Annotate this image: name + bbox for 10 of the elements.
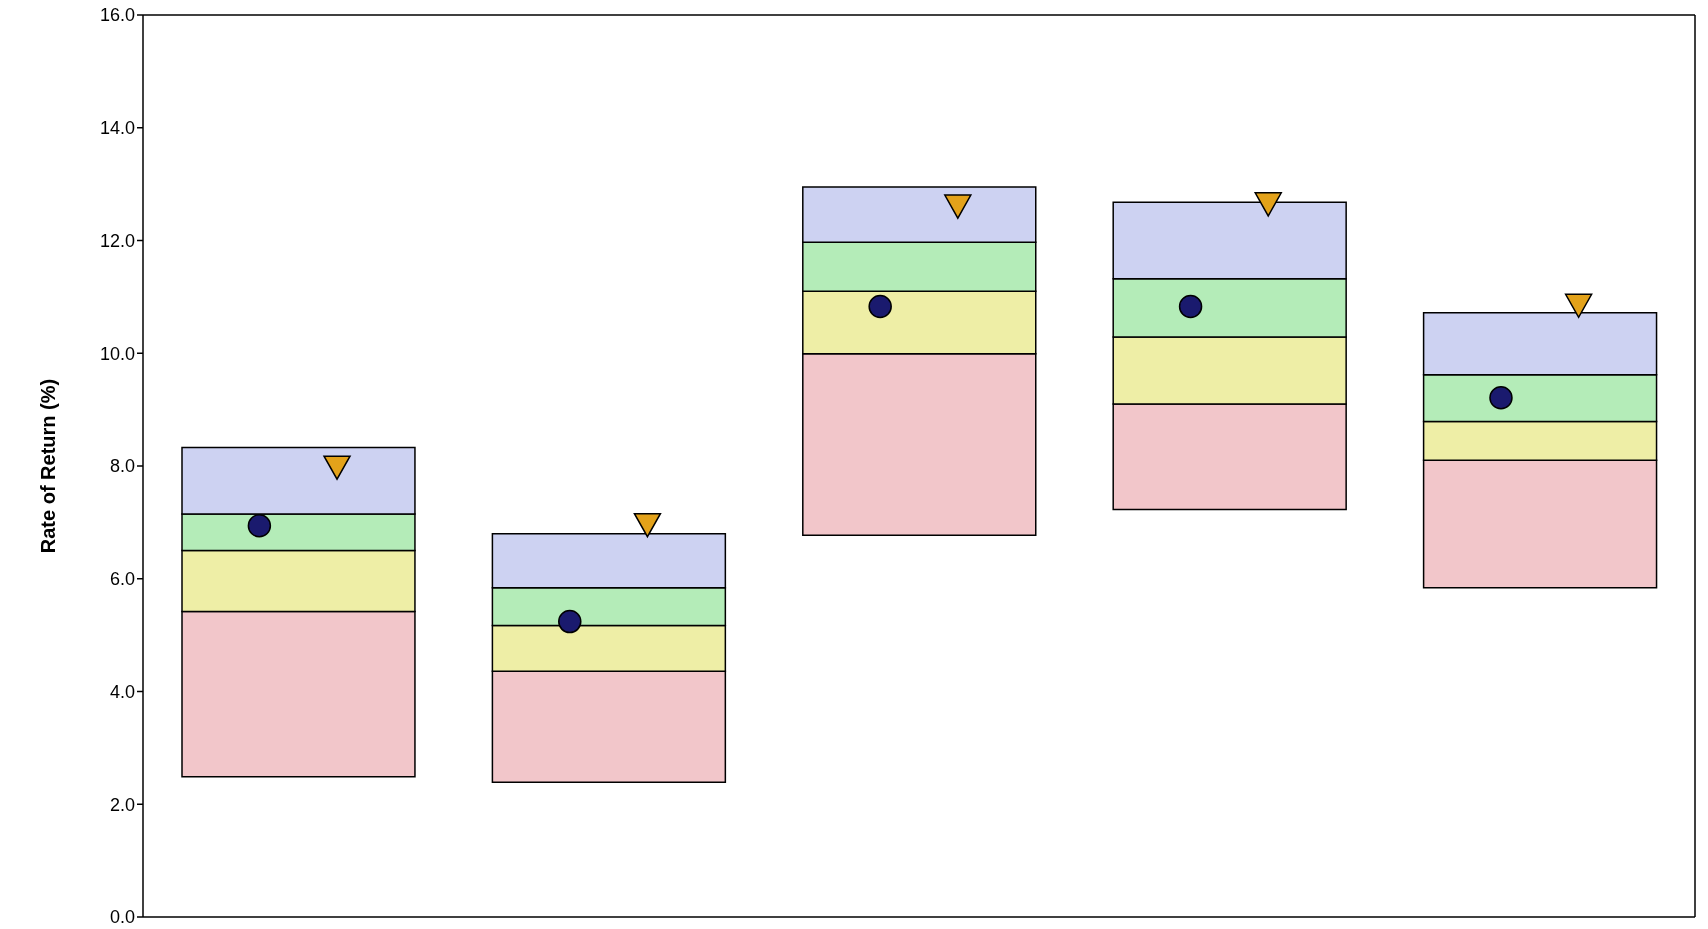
- y-tick-label: 16.0: [99, 5, 135, 26]
- y-tick-label: 2.0: [109, 794, 135, 815]
- y-tick-label: 12.0: [99, 230, 135, 251]
- y-tick-label: 8.0: [109, 456, 135, 477]
- y-tick-label: 4.0: [109, 681, 135, 702]
- y-axis-title: Rate of Return (%): [37, 378, 60, 554]
- y-tick-label: 0.0: [109, 907, 135, 928]
- y-tick-label: 14.0: [99, 118, 135, 139]
- y-tick-label: 6.0: [109, 569, 135, 590]
- y-tick-label: 10.0: [99, 343, 135, 364]
